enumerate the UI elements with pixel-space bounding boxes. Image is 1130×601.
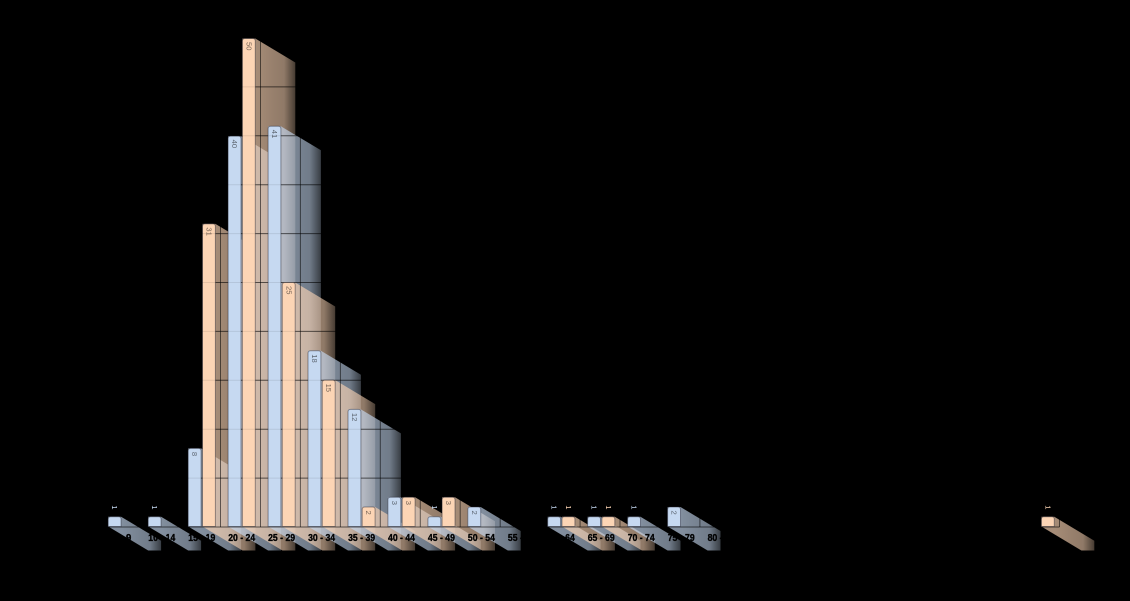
svg-text:1: 1 — [1043, 505, 1052, 509]
svg-text:1: 1 — [564, 505, 573, 509]
svg-text:20 - 24: 20 - 24 — [228, 533, 255, 544]
svg-text:40 - 44: 40 - 44 — [388, 533, 415, 544]
svg-text:35 - 39: 35 - 39 — [348, 533, 375, 544]
svg-text:2: 2 — [470, 511, 479, 515]
svg-text:70 - 74: 70 - 74 — [628, 533, 655, 544]
svg-text:65 - 69: 65 - 69 — [588, 533, 615, 544]
svg-text:1: 1 — [550, 505, 559, 509]
svg-text:45 - 49: 45 - 49 — [428, 533, 455, 544]
svg-text:41: 41 — [270, 130, 279, 138]
svg-text:1: 1 — [110, 505, 119, 509]
svg-text:31: 31 — [204, 227, 213, 235]
svg-text:30 - 34: 30 - 34 — [308, 533, 335, 544]
svg-text:75 - 79: 75 - 79 — [668, 533, 695, 544]
svg-text:15 - 19: 15 - 19 — [188, 533, 215, 544]
svg-text:2: 2 — [364, 511, 373, 515]
svg-text:50 - 54: 50 - 54 — [468, 533, 495, 544]
svg-text:18: 18 — [310, 354, 319, 362]
svg-text:8: 8 — [190, 452, 199, 456]
svg-text:3: 3 — [390, 501, 399, 505]
svg-text:55 - 59: 55 - 59 — [508, 533, 535, 544]
svg-text:1: 1 — [630, 505, 639, 509]
svg-text:3: 3 — [404, 501, 413, 505]
svg-text:1: 1 — [150, 505, 159, 509]
svg-text:2: 2 — [670, 511, 679, 515]
svg-text:5 - 9: 5 - 9 — [112, 533, 131, 544]
svg-text:15: 15 — [324, 384, 333, 392]
svg-text:1: 1 — [590, 505, 599, 509]
svg-text:25: 25 — [284, 286, 293, 294]
svg-text:50: 50 — [244, 42, 253, 50]
svg-text:1: 1 — [430, 505, 439, 509]
svg-text:85 - 89: 85 - 89 — [748, 533, 775, 544]
svg-text:12: 12 — [350, 413, 359, 421]
svg-text:60 - 64: 60 - 64 — [548, 533, 575, 544]
svg-text:25 - 29: 25 - 29 — [268, 533, 295, 544]
svg-text:10 - 14: 10 - 14 — [148, 533, 175, 544]
svg-text:3: 3 — [444, 501, 453, 505]
svg-text:40: 40 — [230, 140, 239, 148]
svg-text:80 - 84: 80 - 84 — [708, 533, 735, 544]
svg-text:1: 1 — [604, 505, 613, 509]
